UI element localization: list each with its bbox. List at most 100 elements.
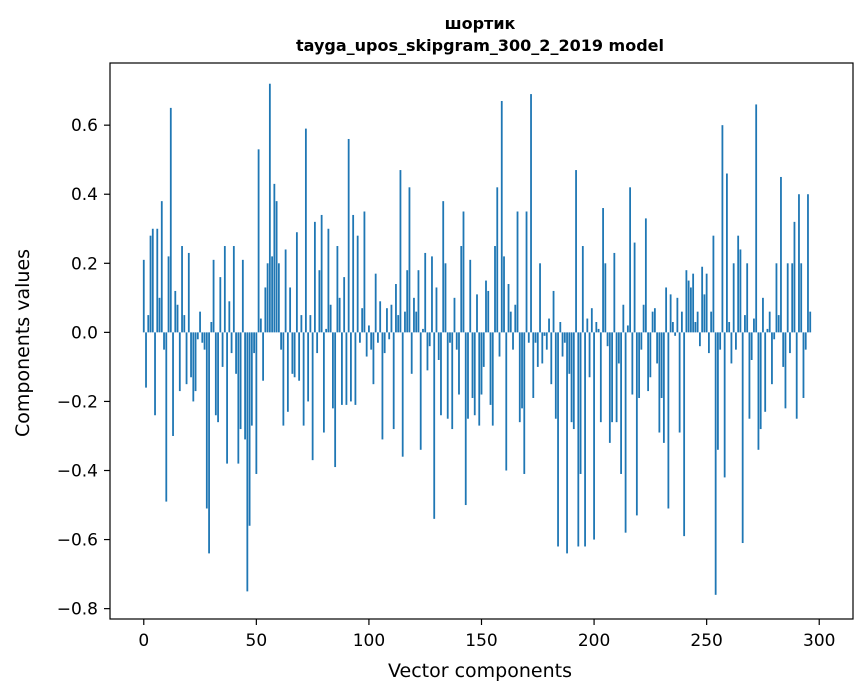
bar — [471, 332, 474, 398]
bar — [460, 246, 463, 333]
bar — [440, 332, 442, 416]
bar — [325, 328, 328, 333]
bar — [318, 270, 321, 333]
bar — [660, 332, 663, 398]
bar — [572, 332, 575, 430]
bar — [638, 332, 641, 398]
bar — [187, 252, 190, 333]
bar — [694, 322, 697, 333]
plot-frame — [109, 62, 854, 620]
bar — [415, 311, 418, 333]
bar — [145, 332, 147, 388]
bar — [158, 297, 161, 333]
bar — [467, 332, 469, 419]
chart-title-line2: tayga_upos_skipgram_300_2_2019 model — [296, 36, 664, 55]
bar — [525, 211, 528, 333]
bar — [386, 308, 388, 333]
bar — [424, 252, 427, 333]
bar — [771, 332, 773, 385]
y-tick-label: −0.8 — [57, 600, 98, 620]
bar — [568, 332, 571, 374]
bar — [777, 315, 780, 333]
bar — [190, 332, 192, 378]
bar — [597, 328, 600, 333]
bar — [469, 259, 472, 333]
bar — [728, 322, 731, 333]
y-axis-ticks: −0.8 −0.6 −0.4 −0.2 0.0 0.2 0.4 0.6 — [57, 116, 110, 620]
bar — [259, 318, 262, 333]
bar — [235, 332, 237, 374]
bar — [561, 332, 564, 357]
bar — [241, 259, 244, 333]
bar — [160, 201, 163, 333]
bar — [163, 332, 165, 350]
bar — [390, 304, 393, 333]
bar — [669, 294, 672, 333]
bar — [789, 332, 791, 354]
bar — [588, 332, 591, 378]
bar — [671, 322, 674, 333]
bar — [780, 176, 782, 333]
bar — [433, 332, 436, 519]
bar — [635, 332, 638, 516]
bar — [422, 328, 424, 333]
bar — [764, 332, 767, 412]
bar — [444, 263, 447, 333]
bar — [741, 332, 744, 544]
bar — [196, 332, 199, 340]
bar — [782, 332, 785, 367]
bar — [397, 315, 400, 333]
bar — [737, 235, 740, 333]
bar — [800, 263, 803, 333]
bar — [304, 128, 307, 333]
bar — [723, 332, 726, 478]
bar — [311, 332, 314, 461]
bar — [201, 332, 204, 343]
bar — [449, 332, 451, 343]
bar — [264, 287, 267, 333]
bar — [154, 332, 156, 416]
bar — [275, 201, 278, 333]
bar — [656, 332, 659, 364]
bar — [343, 277, 346, 333]
bar — [334, 332, 337, 468]
bar — [552, 290, 555, 333]
bar — [732, 263, 735, 333]
bar — [266, 263, 269, 333]
bar — [417, 270, 420, 333]
bar — [802, 332, 805, 398]
bar — [437, 332, 440, 360]
bar — [804, 332, 807, 350]
bar — [773, 332, 776, 340]
bar — [370, 332, 373, 350]
bar — [228, 301, 231, 333]
bar — [575, 170, 577, 333]
y-tick-label: −0.6 — [57, 531, 98, 551]
bar — [230, 332, 233, 354]
bar — [755, 104, 758, 333]
bar — [401, 332, 404, 457]
bar — [746, 263, 749, 333]
bar — [214, 332, 217, 416]
bar — [674, 332, 677, 336]
bar — [282, 332, 285, 426]
bar — [381, 332, 384, 440]
bar — [271, 256, 274, 333]
bar — [516, 211, 519, 333]
bar — [784, 332, 787, 409]
x-tick-label: 0 — [138, 631, 149, 651]
bar — [480, 332, 483, 395]
bar — [392, 332, 395, 430]
bar — [629, 187, 631, 333]
y-tick-label: 0.6 — [71, 116, 98, 136]
bar — [739, 249, 742, 333]
bar — [581, 246, 584, 333]
bar — [640, 332, 643, 350]
bar — [239, 332, 242, 430]
bar — [750, 332, 753, 360]
bar — [426, 332, 429, 371]
bar — [793, 221, 796, 333]
bar — [685, 270, 688, 333]
bar — [354, 332, 357, 405]
bar — [577, 332, 580, 547]
